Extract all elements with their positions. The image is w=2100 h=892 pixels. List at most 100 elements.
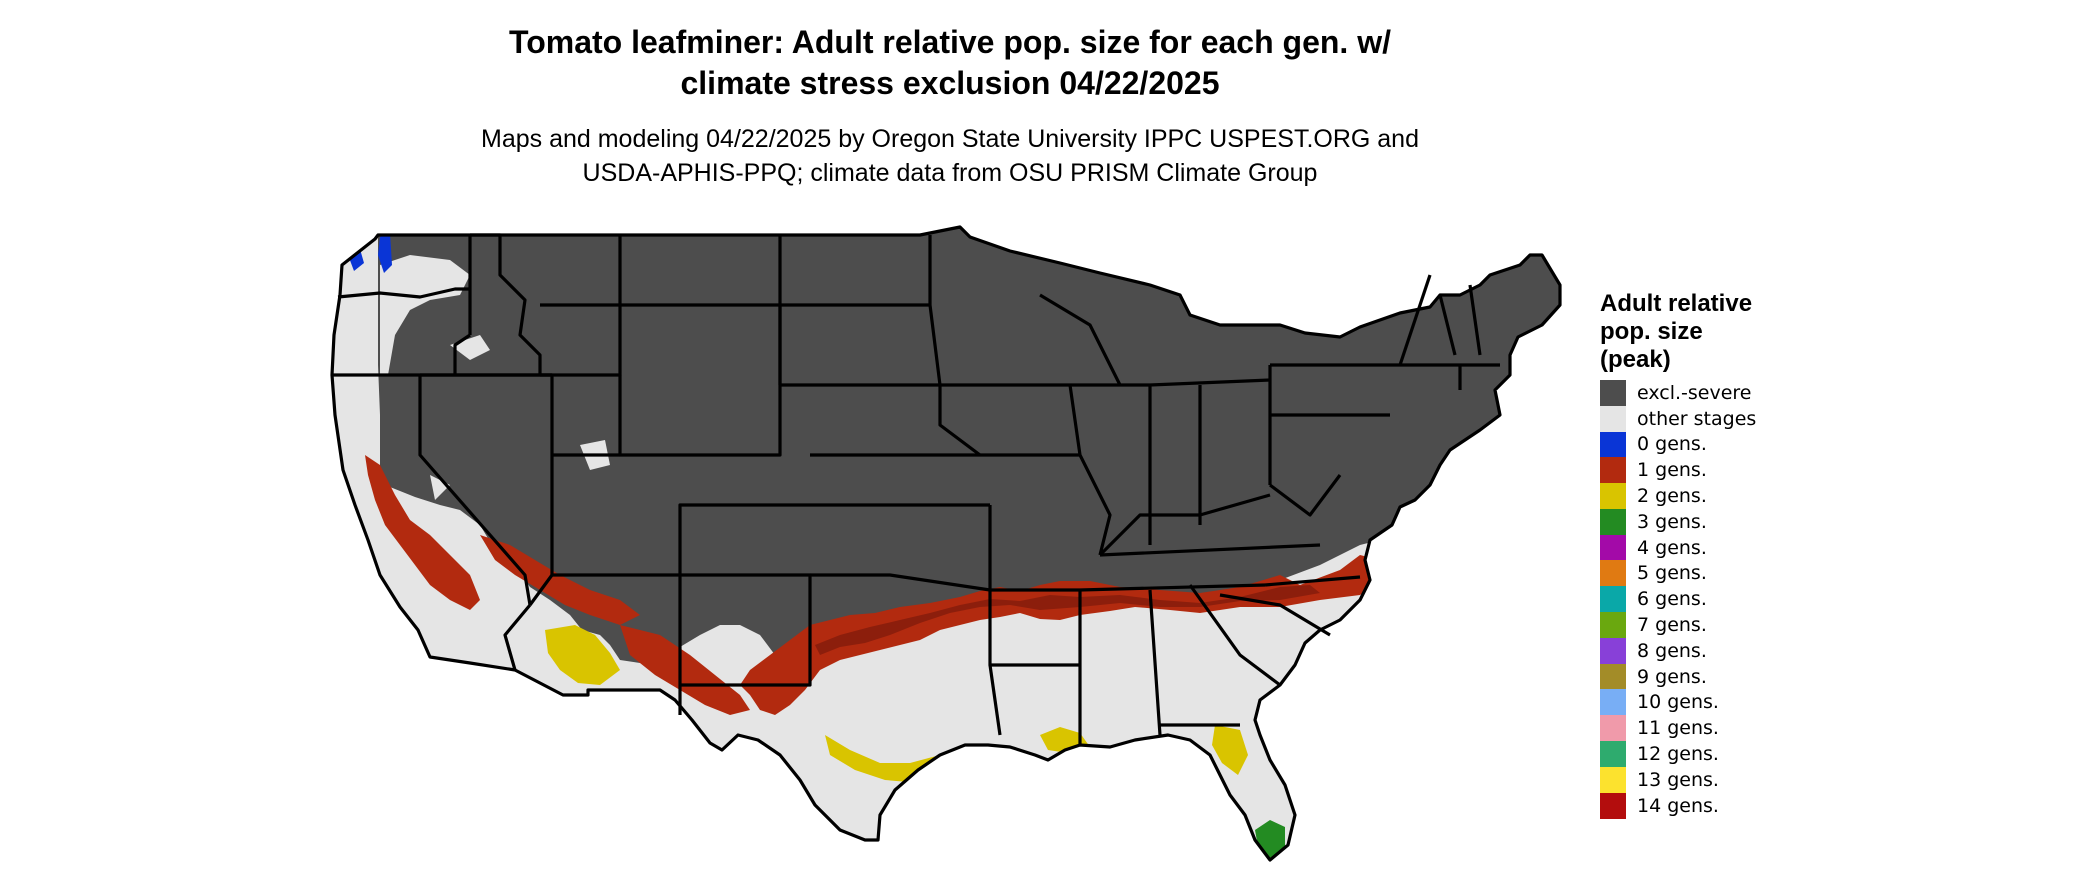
legend-swatch bbox=[1600, 689, 1626, 716]
border-tx-la bbox=[988, 664, 1002, 736]
map-legend: Adult relative pop. size (peak) excl.-se… bbox=[1600, 290, 1756, 819]
border-wa-or bbox=[337, 287, 470, 299]
border-nc-sc bbox=[1219, 593, 1331, 637]
border-vt-nh bbox=[1438, 294, 1457, 356]
legend-item: 10 gens. bbox=[1600, 689, 1756, 716]
legend-item: other stages bbox=[1600, 405, 1757, 432]
legend-item: 13 gens. bbox=[1600, 766, 1756, 793]
border-or-id bbox=[453, 333, 471, 375]
legend-item: 12 gens. bbox=[1600, 741, 1756, 768]
border-kentucky bbox=[1098, 493, 1271, 557]
legend-label: 9 gens. bbox=[1637, 665, 1707, 688]
legend-item: 0 gens. bbox=[1600, 431, 1756, 458]
legend-swatch bbox=[1600, 560, 1626, 587]
legend-label: 11 gens. bbox=[1637, 717, 1719, 740]
border-nm-tx bbox=[680, 573, 812, 687]
legend-label: excl.-severe bbox=[1637, 381, 1752, 404]
zero-gens-washington bbox=[348, 233, 392, 273]
border-va-nc bbox=[1264, 575, 1361, 587]
legend-swatch bbox=[1600, 586, 1626, 613]
legend-item: 2 gens. bbox=[1600, 483, 1756, 510]
legend-label: 0 gens. bbox=[1637, 433, 1707, 456]
legend-label: 1 gens. bbox=[1637, 459, 1707, 482]
border-co-nm bbox=[678, 503, 810, 575]
legend-item: 6 gens. bbox=[1600, 586, 1756, 613]
border-ga-sc bbox=[1188, 584, 1281, 687]
legend-item: 14 gens. bbox=[1600, 792, 1756, 819]
border-mo-east bbox=[1068, 384, 1112, 556]
legend-swatch bbox=[1600, 508, 1626, 535]
legend-item: 5 gens. bbox=[1600, 560, 1756, 587]
legend-item: 8 gens. bbox=[1600, 637, 1756, 664]
legend-label: 5 gens. bbox=[1637, 562, 1707, 585]
title-line-2: climate stress exclusion 04/22/2025 bbox=[680, 65, 1220, 101]
border-wv-va bbox=[1269, 474, 1342, 517]
legend-item: 11 gens. bbox=[1600, 715, 1756, 742]
other-stages-patch-idaho bbox=[450, 335, 490, 360]
legend-item: 7 gens. bbox=[1600, 612, 1756, 639]
legend-label: 7 gens. bbox=[1637, 614, 1707, 637]
legend-swatch bbox=[1600, 663, 1626, 690]
legend-swatch bbox=[1600, 534, 1626, 561]
other-stages-patch-nev bbox=[430, 475, 450, 500]
map-title: Tomato leafminer: Adult relative pop. si… bbox=[0, 22, 1900, 104]
border-tn-south bbox=[1079, 583, 1266, 592]
legend-item: 3 gens. bbox=[1600, 508, 1756, 535]
border-wi-mi bbox=[1039, 293, 1122, 386]
two-gens-arizona bbox=[545, 625, 620, 685]
state-borders bbox=[330, 225, 1562, 862]
border-az-ca bbox=[503, 603, 532, 671]
border-nh-me bbox=[1468, 284, 1482, 356]
subtitle-line-1: Maps and modeling 04/22/2025 by Oregon S… bbox=[481, 125, 1419, 153]
border-ca-nv bbox=[418, 375, 532, 606]
border-ms-al bbox=[1078, 589, 1162, 745]
border-ny-ne bbox=[1398, 274, 1432, 366]
legend-item: 4 gens. bbox=[1600, 534, 1756, 561]
border-tn bbox=[1099, 543, 1321, 557]
legend-item: excl.-severe bbox=[1600, 379, 1756, 406]
legend-swatch bbox=[1600, 379, 1626, 406]
legend-item: 1 gens. bbox=[1600, 457, 1756, 484]
map-subtitle: Maps and modeling 04/22/2025 by Oregon S… bbox=[0, 122, 1900, 190]
legend-swatch bbox=[1600, 792, 1626, 819]
legend-label: 3 gens. bbox=[1637, 510, 1707, 533]
legend-label: 12 gens. bbox=[1637, 743, 1719, 766]
legend-title: Adult relative pop. size (peak) bbox=[1600, 290, 1756, 374]
legend-label: other stages bbox=[1637, 407, 1757, 430]
legend-title-line-2: pop. size bbox=[1600, 318, 1703, 345]
border-ok-tx bbox=[810, 573, 991, 592]
border-id-mt bbox=[470, 233, 542, 375]
legend-label: 4 gens. bbox=[1637, 536, 1707, 559]
legend-label: 13 gens. bbox=[1637, 768, 1719, 791]
legend-swatch bbox=[1600, 431, 1626, 458]
legend-title-line-3: (peak) bbox=[1600, 346, 1671, 373]
us-map bbox=[330, 225, 1562, 862]
two-gens-florida bbox=[1212, 725, 1248, 775]
border-mi-oh bbox=[1149, 378, 1271, 387]
legend-items: excl.-severe other stages 0 gens. 1 gens. 2 … bbox=[1600, 379, 1757, 819]
one-gen-california bbox=[365, 455, 480, 610]
legend-swatch bbox=[1600, 766, 1626, 793]
legend-swatch bbox=[1600, 741, 1626, 768]
legend-label: 10 gens. bbox=[1637, 691, 1719, 714]
other-stages-patch-nw bbox=[380, 255, 470, 375]
legend-label: 6 gens. bbox=[1637, 588, 1707, 611]
model-layers bbox=[348, 227, 1560, 860]
legend-label: 2 gens. bbox=[1637, 485, 1707, 508]
subtitle-line-2: USDA-APHIS-PPQ; climate data from OSU PR… bbox=[582, 159, 1318, 187]
legend-title-line-1: Adult relative bbox=[1600, 290, 1753, 317]
legend-swatch bbox=[1600, 457, 1626, 484]
legend-swatch bbox=[1600, 637, 1626, 664]
border-az-ut bbox=[528, 574, 554, 606]
legend-swatch bbox=[1600, 483, 1626, 510]
one-gen-core bbox=[815, 585, 1320, 655]
legend-swatch bbox=[1600, 612, 1626, 639]
title-line-1: Tomato leafminer: Adult relative pop. si… bbox=[509, 24, 1391, 60]
legend-label: 14 gens. bbox=[1637, 794, 1719, 817]
legend-swatch bbox=[1600, 715, 1626, 742]
legend-item: 9 gens. bbox=[1600, 663, 1756, 690]
one-gen-arizona bbox=[620, 625, 750, 715]
legend-swatch bbox=[1600, 405, 1626, 432]
one-gen-socal-desert bbox=[480, 535, 640, 625]
legend-label: 8 gens. bbox=[1637, 639, 1707, 662]
